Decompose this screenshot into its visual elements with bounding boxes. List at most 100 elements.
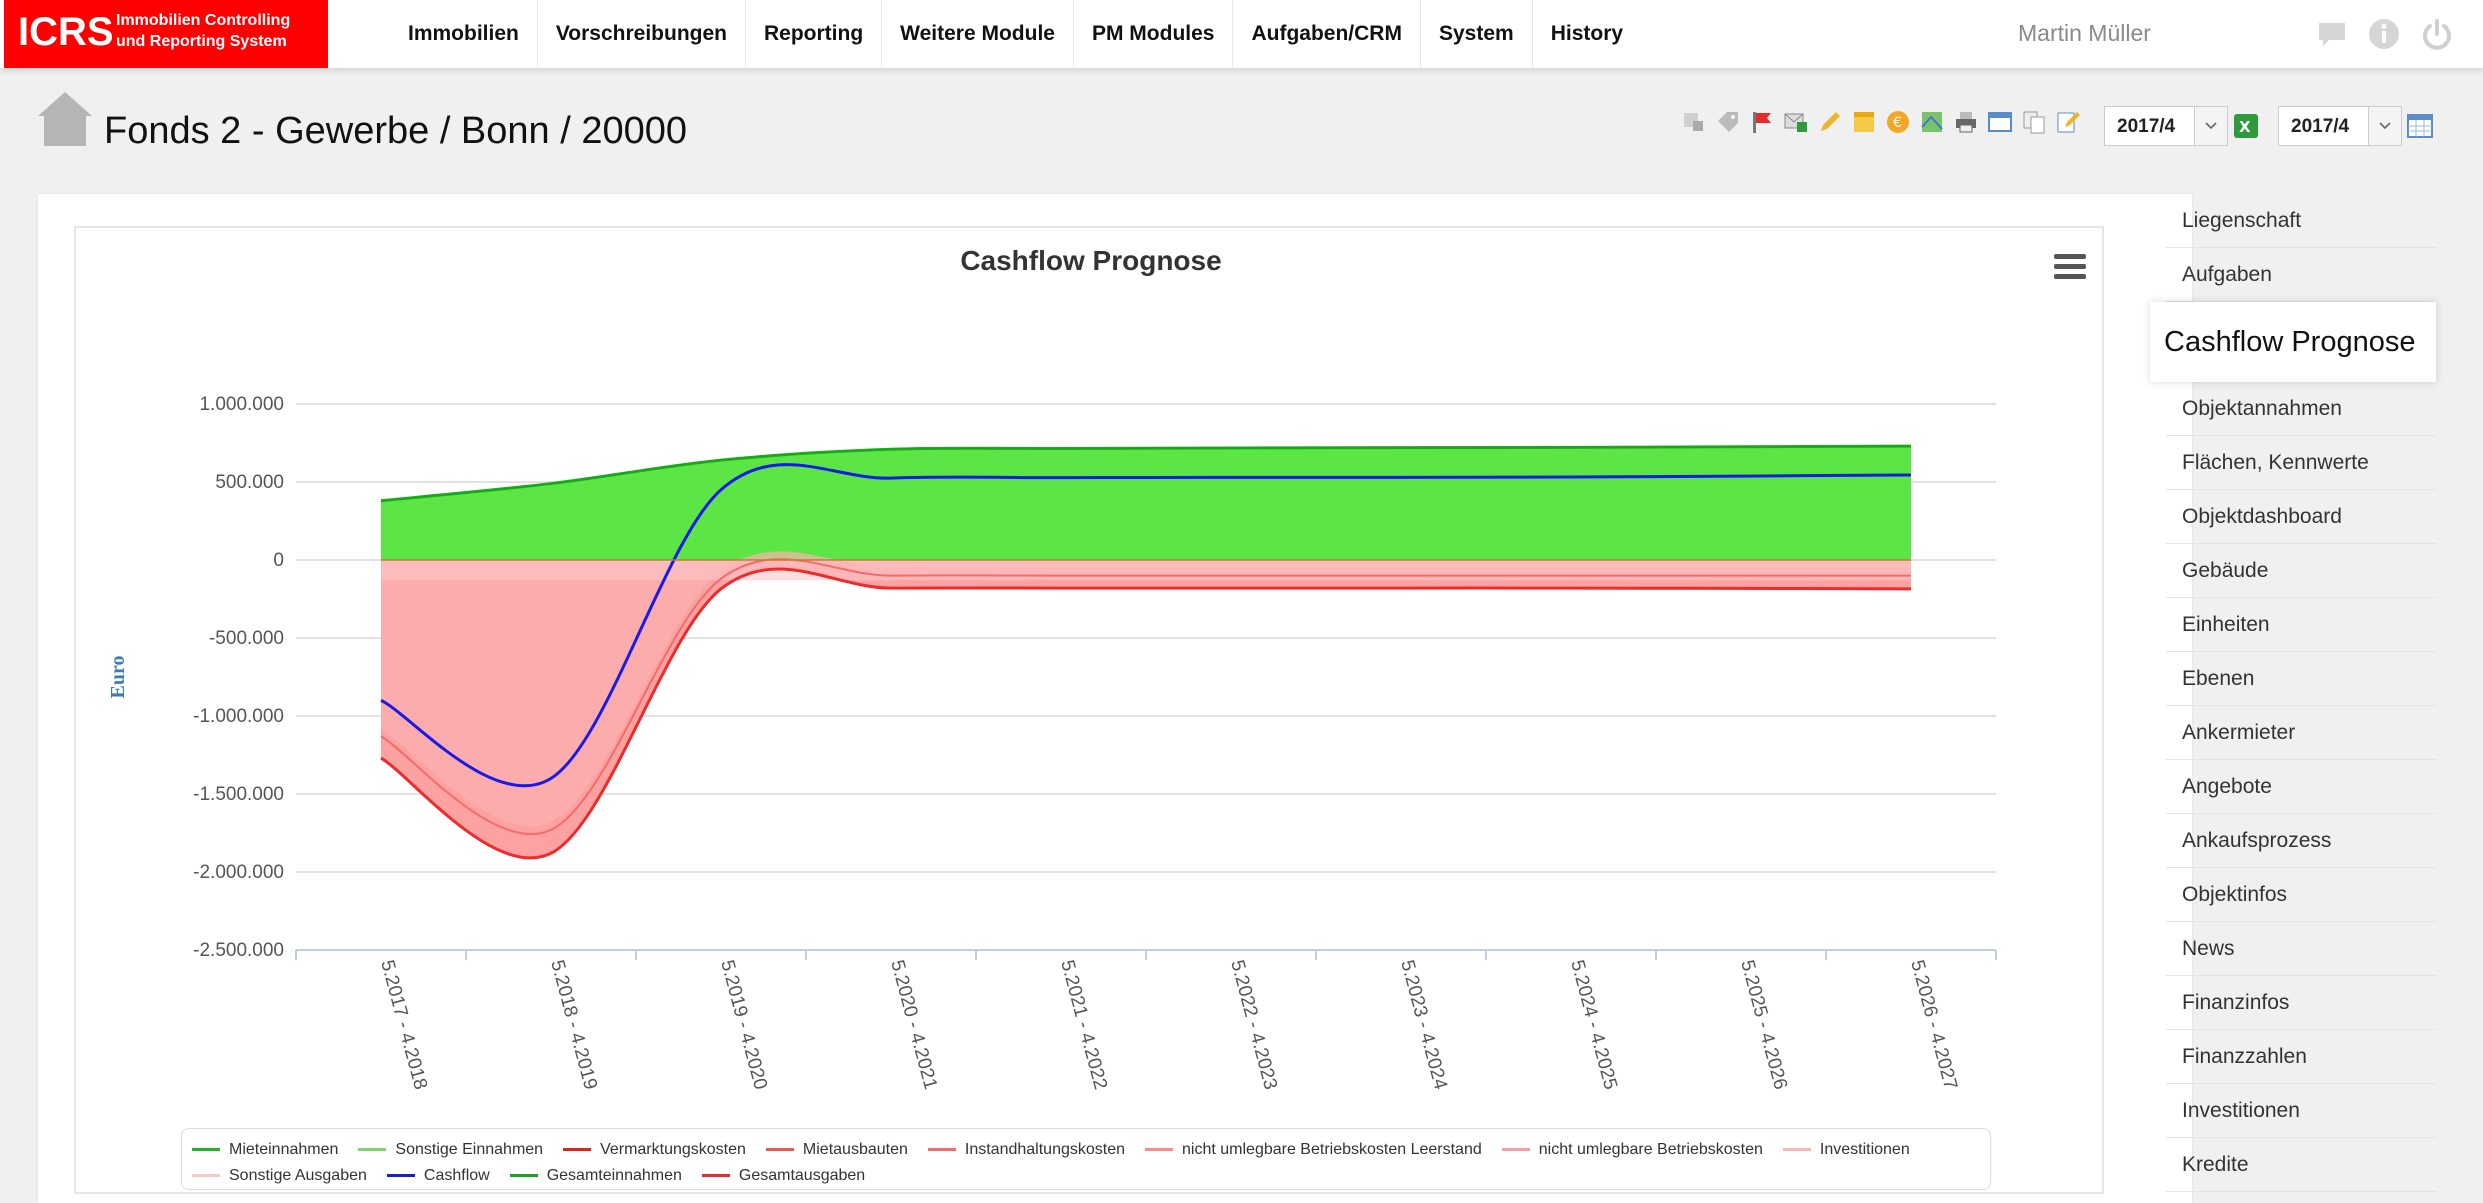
- nav-immobilien[interactable]: Immobilien: [390, 0, 538, 68]
- excel-export-icon[interactable]: X: [2232, 112, 2260, 140]
- legend-label: Investitionen: [1819, 1140, 1910, 1158]
- sidebar-item-gebaeude[interactable]: Gebäude: [2166, 544, 2436, 598]
- legend-item[interactable]: Cashflow: [386, 1163, 490, 1188]
- window-icon[interactable]: [1986, 108, 2014, 136]
- legend-label: Vermarktungskosten: [600, 1140, 746, 1158]
- legend-swatch: [765, 1148, 794, 1151]
- sidebar-item-finanzinfos[interactable]: Finanzinfos: [2166, 976, 2436, 1030]
- legend-swatch: [358, 1148, 387, 1151]
- sidebar-item-aufgaben[interactable]: Aufgaben: [2166, 248, 2436, 302]
- copy-icon[interactable]: [2020, 108, 2048, 136]
- line-cashflow: [380, 463, 1912, 788]
- svg-text:X: X: [2239, 118, 2251, 136]
- legend-item[interactable]: Sonstige Ausgaben: [192, 1163, 367, 1188]
- sidebar-item-objektinfos[interactable]: Objektinfos: [2166, 868, 2436, 922]
- x-tick-label: 5.2020 - 4.2021: [886, 958, 941, 1092]
- nav-weitere-module[interactable]: Weitere Module: [882, 0, 1074, 68]
- nav-system[interactable]: System: [1421, 0, 1533, 68]
- top-bar: ICRS Immobilien Controlling und Reportin…: [0, 0, 2483, 69]
- sidebar-item-ankaufsprozess[interactable]: Ankaufsprozess: [2166, 814, 2436, 868]
- logo[interactable]: ICRS Immobilien Controlling und Reportin…: [4, 0, 328, 68]
- legend-swatch: [927, 1148, 956, 1151]
- x-tick-label: 5.2022 - 4.2023: [1226, 958, 1281, 1092]
- euro-icon[interactable]: €: [1884, 108, 1912, 136]
- x-tick-label: 5.2025 - 4.2026: [1736, 958, 1791, 1092]
- sidebar-item-objektannahmen[interactable]: Objektannahmen: [2166, 382, 2436, 436]
- toolbar: €: [1680, 108, 2082, 136]
- pencil-icon[interactable]: [1816, 108, 1844, 136]
- logo-subtitle-text: Immobilien Controlling und Reporting Sys…: [116, 12, 291, 50]
- logo-text: ICRS: [18, 10, 114, 54]
- home-icon[interactable]: [36, 90, 94, 153]
- user-name[interactable]: Martin Müller: [2018, 20, 2151, 46]
- legend-label: Mieteinnahmen: [229, 1140, 339, 1158]
- legend-item[interactable]: nicht umlegbare Betriebskosten: [1501, 1137, 1763, 1162]
- sidebar-item-angebote[interactable]: Angebote: [2166, 760, 2436, 814]
- sidebar-item-ebenen[interactable]: Ebenen: [2166, 652, 2436, 706]
- legend-swatch: [1782, 1148, 1811, 1151]
- x-tick-label: 5.2017 - 4.2018: [376, 958, 431, 1092]
- sidebar-item-einheiten[interactable]: Einheiten: [2166, 598, 2436, 652]
- sidebar-item-finanzzahlen[interactable]: Finanzzahlen: [2166, 1030, 2436, 1084]
- legend-label: Cashflow: [423, 1166, 490, 1184]
- period-from-select[interactable]: 2017/4: [2104, 106, 2228, 146]
- area-sonstige-ausgaben: [381, 560, 1911, 581]
- chevron-down-icon[interactable]: [2194, 107, 2227, 145]
- nav-aufgaben-crm[interactable]: Aufgaben/CRM: [1233, 0, 1421, 68]
- legend-item[interactable]: Gesamteinnahmen: [509, 1163, 682, 1188]
- line-gesamteinnahmen: [380, 445, 1912, 502]
- mail-excel-icon[interactable]: [1782, 108, 1810, 136]
- legend-swatch: [1145, 1148, 1174, 1151]
- period-to-value: 2017/4: [2291, 116, 2350, 137]
- sidebar-item-kredite[interactable]: Kredite: [2166, 1138, 2436, 1192]
- legend-item[interactable]: Sonstige Einnahmen: [358, 1137, 543, 1162]
- period-to-select[interactable]: 2017/4: [2278, 106, 2402, 146]
- tag-icon[interactable]: [1714, 108, 1742, 136]
- note-icon[interactable]: [1850, 108, 1878, 136]
- legend-item[interactable]: nicht umlegbare Betriebskosten Leerstand: [1145, 1137, 1482, 1162]
- period-from-value: 2017/4: [2117, 116, 2176, 137]
- legend-label: Instandhaltungskosten: [964, 1140, 1126, 1158]
- svg-text:€: €: [1893, 115, 1902, 131]
- legend-item[interactable]: Vermarktungskosten: [563, 1137, 746, 1162]
- sidebar-item-flaechen-kennwerte[interactable]: Flächen, Kennwerte: [2166, 436, 2436, 490]
- nav-history[interactable]: History: [1550, 22, 1624, 45]
- nav-vorschreibungen[interactable]: Vorschreibungen: [538, 0, 746, 68]
- y-tick-label: 1.000.000: [199, 394, 284, 415]
- sidebar-item-ankermieter[interactable]: Ankermieter: [2166, 706, 2436, 760]
- chat-icon[interactable]: [2316, 18, 2348, 50]
- edit-document-icon[interactable]: [2054, 108, 2082, 136]
- flag-icon[interactable]: [1748, 108, 1776, 136]
- calendar-table-icon[interactable]: [2406, 112, 2434, 140]
- info-icon[interactable]: [2368, 18, 2400, 50]
- legend-swatch: [509, 1174, 538, 1177]
- print-icon[interactable]: [1952, 108, 1980, 136]
- chevron-down-icon[interactable]: [2368, 107, 2401, 145]
- sidebar-item-news[interactable]: News: [2166, 922, 2436, 976]
- legend-swatch: [563, 1148, 592, 1151]
- power-icon[interactable]: [2420, 18, 2452, 50]
- legend-item[interactable]: Instandhaltungskosten: [927, 1137, 1126, 1162]
- y-axis-label: Euro: [107, 656, 129, 699]
- legend-item[interactable]: Mieteinnahmen: [192, 1137, 338, 1162]
- legend-item[interactable]: Gesamtausgaben: [701, 1163, 865, 1188]
- nav-pm-modules[interactable]: PM Modules: [1074, 0, 1234, 68]
- chart-legend: Mieteinnahmen Sonstige Einnahmen Vermarktu…: [181, 1128, 1991, 1190]
- legend-label: Mietausbauten: [802, 1140, 908, 1158]
- legend-item[interactable]: Investitionen: [1782, 1137, 1910, 1162]
- sidebar-item-investitionen[interactable]: Investitionen: [2166, 1084, 2436, 1138]
- legend-swatch: [192, 1174, 220, 1177]
- edit-objects-icon[interactable]: [1680, 108, 1708, 136]
- cashflow-chart: Cashflow Prognose 1.000.000 500.000 0 -500.…: [74, 226, 2104, 1194]
- y-tick-label: -1.500.000: [193, 784, 284, 805]
- nav-reporting[interactable]: Reporting: [746, 0, 883, 68]
- sidebar-item-cashflow-prognose[interactable]: Cashflow Prognose: [2150, 302, 2436, 382]
- chart-menu-icon[interactable]: [2054, 254, 2086, 284]
- sidebar-item-liegenschaft[interactable]: Liegenschaft: [2166, 194, 2436, 248]
- area-mietausbauten: [381, 551, 1911, 827]
- legend-swatch: [1501, 1148, 1530, 1151]
- legend-item[interactable]: Mietausbauten: [765, 1137, 908, 1162]
- sidebar-item-objektdashboard[interactable]: Objektdashboard: [2166, 490, 2436, 544]
- map-icon[interactable]: [1918, 108, 1946, 136]
- y-tick-label: -500.000: [209, 628, 284, 649]
